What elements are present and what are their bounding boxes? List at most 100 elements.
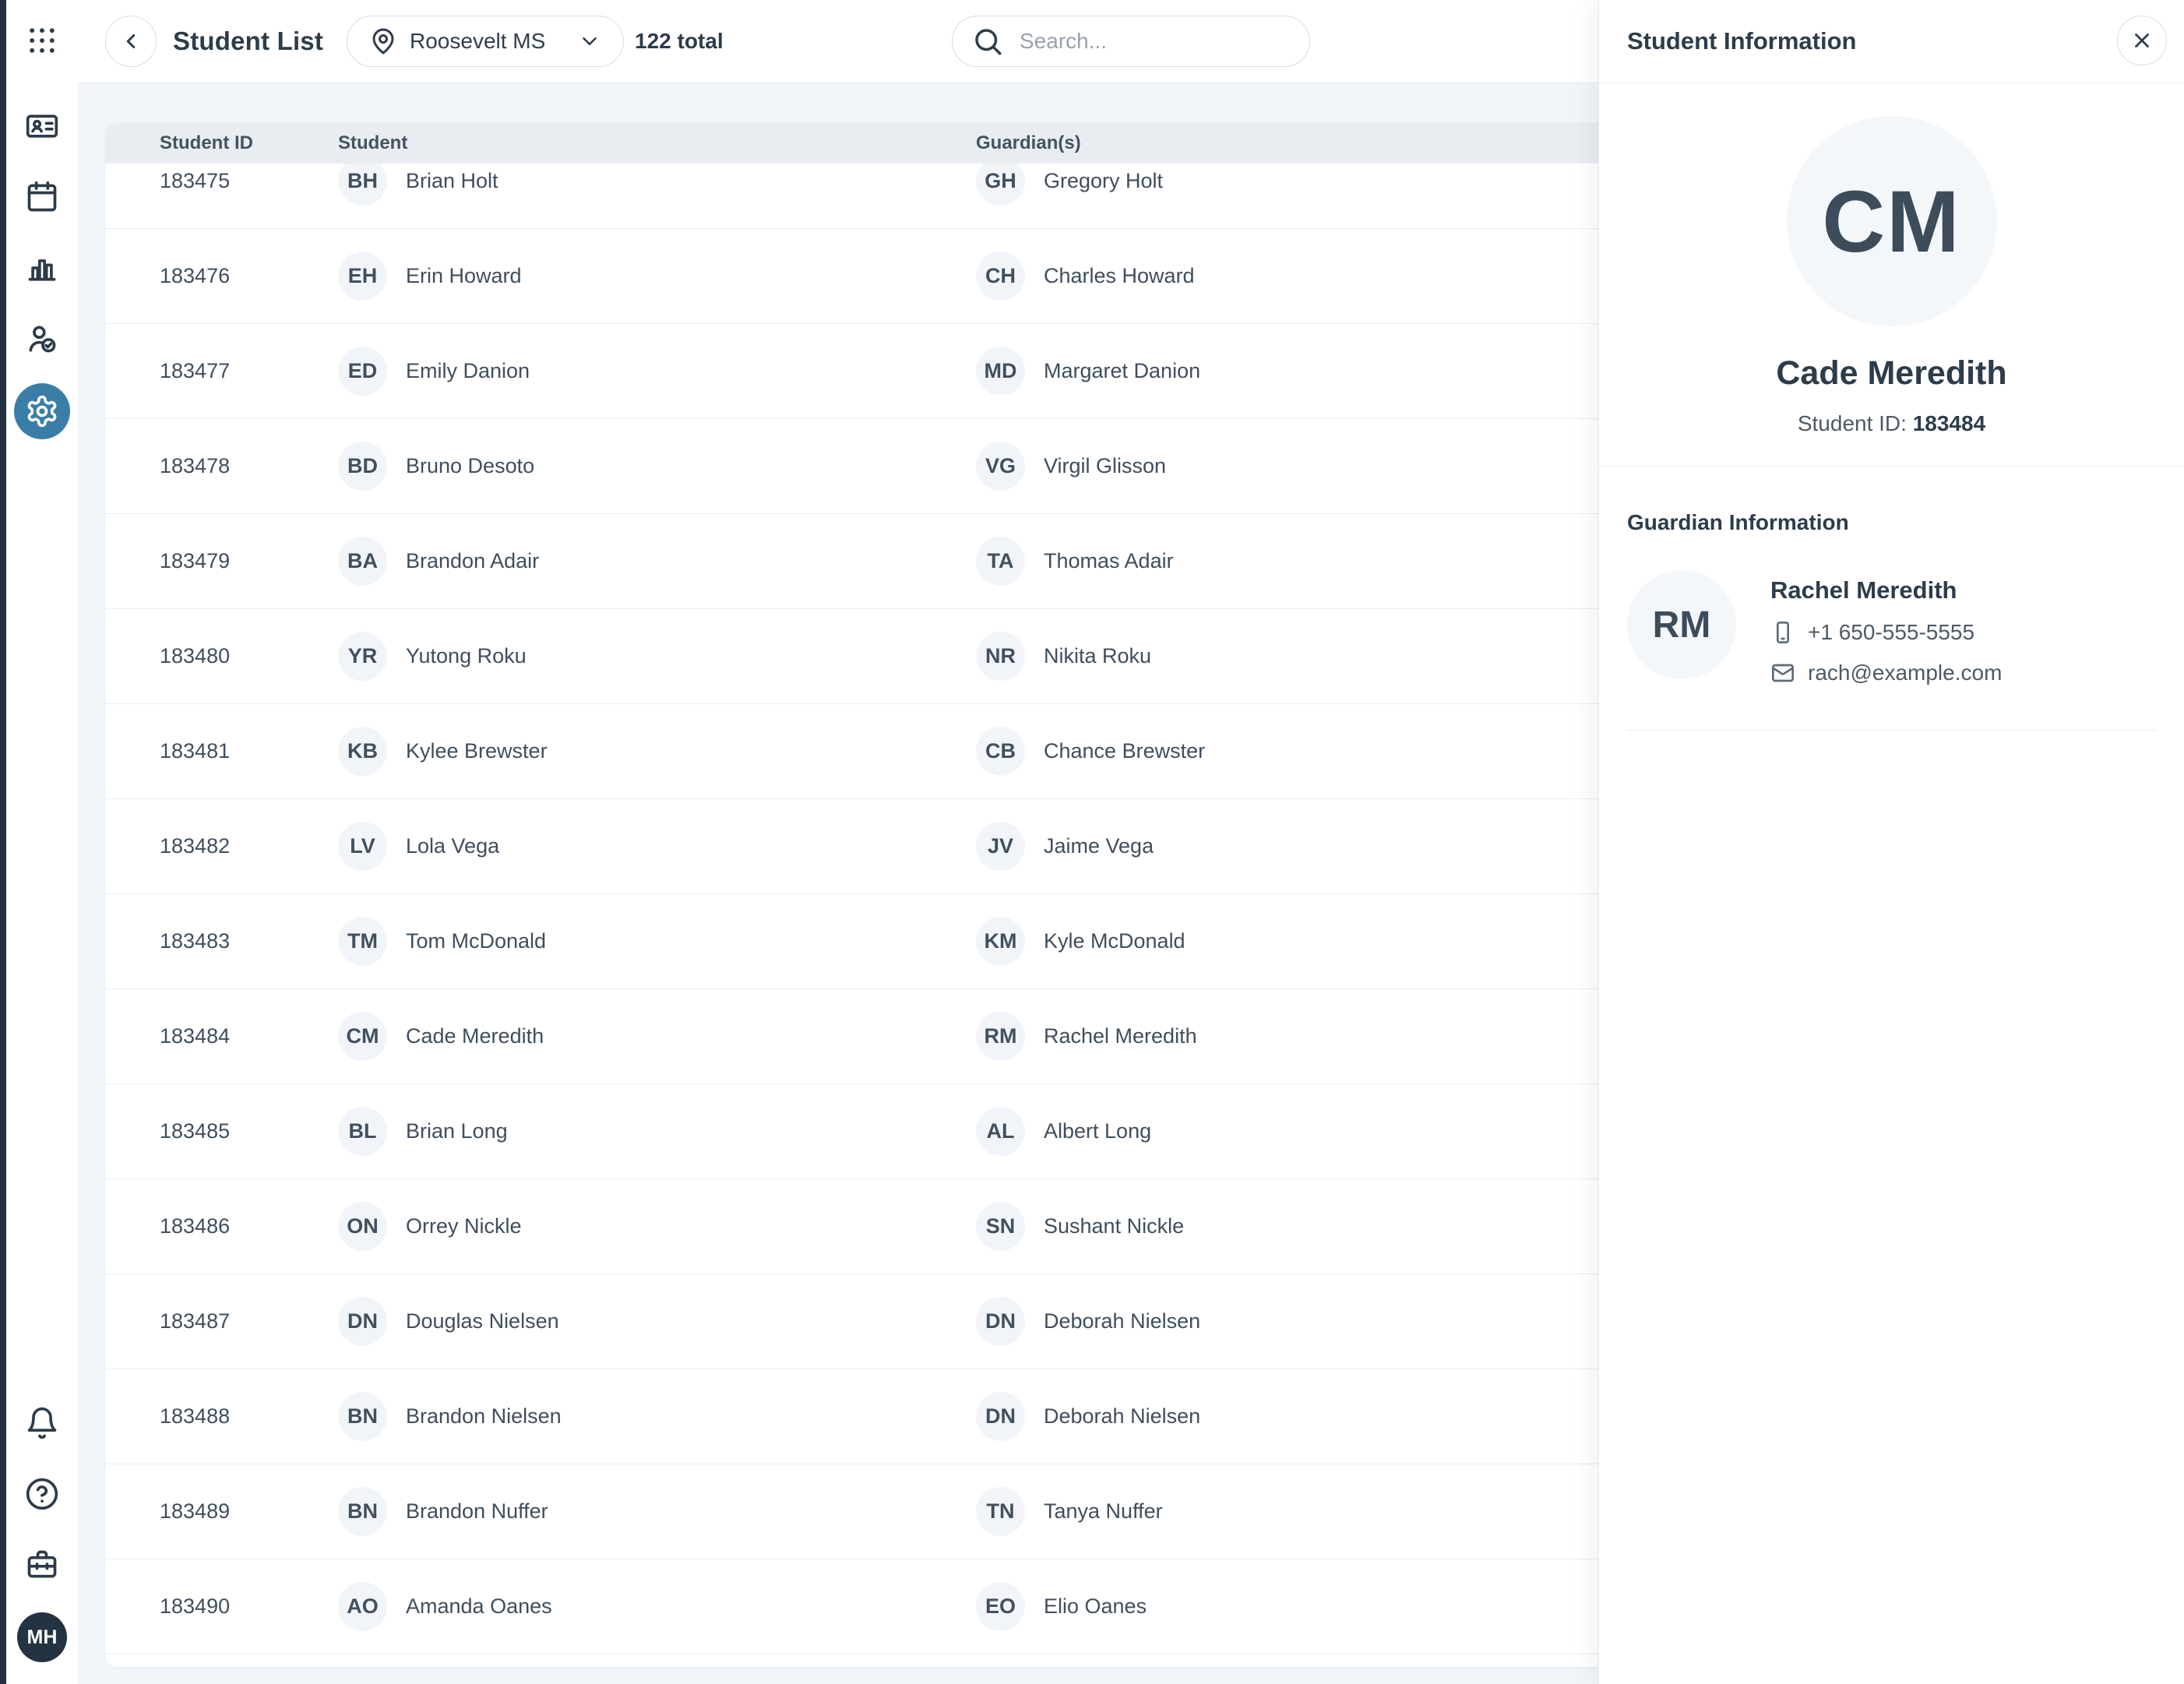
guardian-avatar: NR bbox=[976, 632, 1025, 681]
table-row[interactable]: 183477 ED Emily Danion MD Margaret Danion bbox=[105, 324, 1623, 419]
table-body-viewport[interactable]: 183475 BH Brian Holt GH Gregory Holt 183476 EH… bbox=[105, 164, 1623, 1667]
table-row[interactable]: 183487 DN Douglas Nielsen DN Deborah Nielsen bbox=[105, 1274, 1623, 1369]
guardian-name-cell: EO Elio Oanes bbox=[976, 1582, 1623, 1631]
guardian-name: Jaime Vega bbox=[1044, 834, 1154, 858]
total-count: 122 total bbox=[635, 29, 724, 53]
student-name: Tom McDonald bbox=[406, 929, 547, 953]
guardian-avatar: DN bbox=[976, 1297, 1025, 1346]
search-bar bbox=[952, 16, 1310, 67]
table-row[interactable]: 183476 EH Erin Howard CH Charles Howard bbox=[105, 229, 1623, 324]
student-id-cell: 183478 bbox=[160, 454, 231, 477]
notifications-button[interactable] bbox=[14, 1395, 70, 1451]
app-grid-icon bbox=[30, 28, 55, 53]
page-title: Student List bbox=[173, 26, 324, 55]
student-id-cell: 183484 bbox=[160, 1024, 231, 1048]
guardian-name: Tanya Nuffer bbox=[1044, 1499, 1163, 1523]
table-row[interactable]: 183486 ON Orrey Nickle SN Sushant Nickle bbox=[105, 1179, 1623, 1274]
student-name: Lola Vega bbox=[406, 834, 500, 858]
student-table-card: Student ID Student Guardian(s) 183475 BH B… bbox=[105, 123, 1623, 1667]
table-row[interactable]: 183475 BH Brian Holt GH Gregory Holt bbox=[105, 164, 1623, 229]
sidebar-item-attendance[interactable] bbox=[14, 311, 70, 367]
student-id-label: Student ID: bbox=[1797, 411, 1913, 435]
sidebar-item-students[interactable] bbox=[14, 98, 70, 154]
user-avatar[interactable]: MH bbox=[17, 1612, 67, 1662]
sidebar-item-reports[interactable] bbox=[14, 240, 70, 296]
search-icon bbox=[975, 29, 1002, 55]
table-header-row: Student ID Student Guardian(s) bbox=[105, 123, 1623, 164]
table-row[interactable]: 183480 YR Yutong Roku NR Nikita Roku bbox=[105, 609, 1623, 704]
table-row[interactable]: 183484 CM Cade Meredith RM Rachel Meredith bbox=[105, 989, 1623, 1084]
student-id-cell: 183475 bbox=[160, 169, 231, 192]
student-name-cell: LV Lola Vega bbox=[338, 822, 976, 871]
app-grid-icon[interactable] bbox=[14, 12, 70, 69]
student-avatar: TM bbox=[338, 917, 387, 966]
table-row[interactable]: 183483 TM Tom McDonald KM Kyle McDonald bbox=[105, 894, 1623, 989]
sidebar-item-settings[interactable] bbox=[14, 383, 70, 439]
guardian-name: Virgil Glisson bbox=[1044, 454, 1167, 477]
back-button[interactable] bbox=[105, 16, 157, 67]
help-button[interactable] bbox=[14, 1466, 70, 1522]
search-input[interactable] bbox=[1018, 28, 1291, 55]
close-panel-button[interactable] bbox=[2117, 16, 2167, 65]
guardian-avatar: TN bbox=[976, 1487, 1025, 1536]
guardian-name-cell: DN Deborah Nielsen bbox=[976, 1392, 1623, 1441]
student-name: Kylee Brewster bbox=[406, 739, 548, 763]
guardian-avatar: RM bbox=[1627, 570, 1736, 679]
student-id-cell: 183479 bbox=[160, 549, 231, 572]
phone-icon bbox=[1777, 622, 1789, 643]
table-row[interactable]: 183490 AO Amanda Oanes EO Elio Oanes bbox=[105, 1559, 1623, 1654]
guardian-avatar: CB bbox=[976, 727, 1025, 776]
table-row[interactable]: 183488 BN Brandon Nielsen DN Deborah Nielsen bbox=[105, 1369, 1623, 1464]
student-id-line: Student ID: 183484 bbox=[1798, 411, 1985, 436]
id-card-icon bbox=[26, 114, 58, 138]
guardian-name: Albert Long bbox=[1044, 1119, 1152, 1143]
student-avatar: CM bbox=[1786, 116, 1997, 326]
student-avatar: BD bbox=[338, 442, 387, 491]
table-row[interactable]: 183489 BN Brandon Nuffer TN Tanya Nuffer bbox=[105, 1464, 1623, 1559]
guardian-name-cell: TN Tanya Nuffer bbox=[976, 1487, 1623, 1536]
guardian-name: Nikita Roku bbox=[1044, 644, 1152, 668]
mail-icon bbox=[1772, 664, 1794, 682]
student-name-cell: DN Douglas Nielsen bbox=[338, 1297, 976, 1346]
student-name: Cade Meredith bbox=[406, 1024, 544, 1048]
student-avatar: DN bbox=[338, 1297, 387, 1346]
student-id-cell: 183486 bbox=[160, 1214, 231, 1238]
table-row[interactable]: 183481 KB Kylee Brewster CB Chance Brewster bbox=[105, 704, 1623, 799]
table-row[interactable]: 183478 BD Bruno Desoto VG Virgil Glisson bbox=[105, 419, 1623, 514]
guardian-name-cell: MD Margaret Danion bbox=[976, 347, 1623, 396]
guardian-name-cell: CH Charles Howard bbox=[976, 252, 1623, 301]
table-row[interactable]: 183485 BL Brian Long AL Albert Long bbox=[105, 1084, 1623, 1179]
guardian-divider bbox=[1627, 730, 2156, 731]
guardian-phone-line: +1 650-555-5555 bbox=[1770, 620, 2002, 645]
student-name: Brian Holt bbox=[406, 169, 498, 192]
student-avatar: EH bbox=[338, 252, 387, 301]
table-row[interactable]: 183479 BA Brandon Adair TA Thomas Adair bbox=[105, 514, 1623, 609]
student-avatar: YR bbox=[338, 632, 387, 681]
guardian-name-cell: RM Rachel Meredith bbox=[976, 1012, 1623, 1061]
panel-divider bbox=[1599, 466, 2184, 467]
student-name: Brandon Nielsen bbox=[406, 1404, 562, 1428]
guardian-email[interactable]: rach@example.com bbox=[1808, 661, 2003, 685]
settings-gear-icon bbox=[27, 395, 57, 428]
column-header-student: Student bbox=[338, 132, 408, 153]
sidebar-item-calendar[interactable] bbox=[14, 169, 70, 225]
school-selector[interactable]: Roosevelt MS bbox=[347, 16, 625, 67]
column-header-guardians: Guardian(s) bbox=[976, 132, 1081, 153]
guardian-name-cell: JV Jaime Vega bbox=[976, 822, 1623, 871]
guardian-name: Thomas Adair bbox=[1044, 549, 1174, 572]
guardian-avatar: SN bbox=[976, 1202, 1025, 1251]
student-name-cell: BA Brandon Adair bbox=[338, 537, 976, 586]
table-row[interactable]: 183482 LV Lola Vega JV Jaime Vega bbox=[105, 799, 1623, 894]
student-id-cell: 183487 bbox=[160, 1309, 231, 1333]
guardian-name: Deborah Nielsen bbox=[1044, 1309, 1201, 1333]
guardian-phone[interactable]: +1 650-555-5555 bbox=[1808, 620, 1975, 644]
student-avatar: BA bbox=[338, 537, 387, 586]
guardian-name-cell: DN Deborah Nielsen bbox=[976, 1297, 1623, 1346]
guardian-name-cell: TA Thomas Adair bbox=[976, 537, 1623, 586]
student-avatar: BN bbox=[338, 1487, 387, 1536]
chevron-left-icon bbox=[126, 34, 136, 48]
guardian-name: Rachel Meredith bbox=[1770, 576, 1957, 604]
tools-button[interactable] bbox=[14, 1537, 70, 1593]
student-summary: CM Cade Meredith Student ID: 183484 bbox=[1599, 83, 2184, 436]
student-avatar: BN bbox=[338, 1392, 387, 1441]
